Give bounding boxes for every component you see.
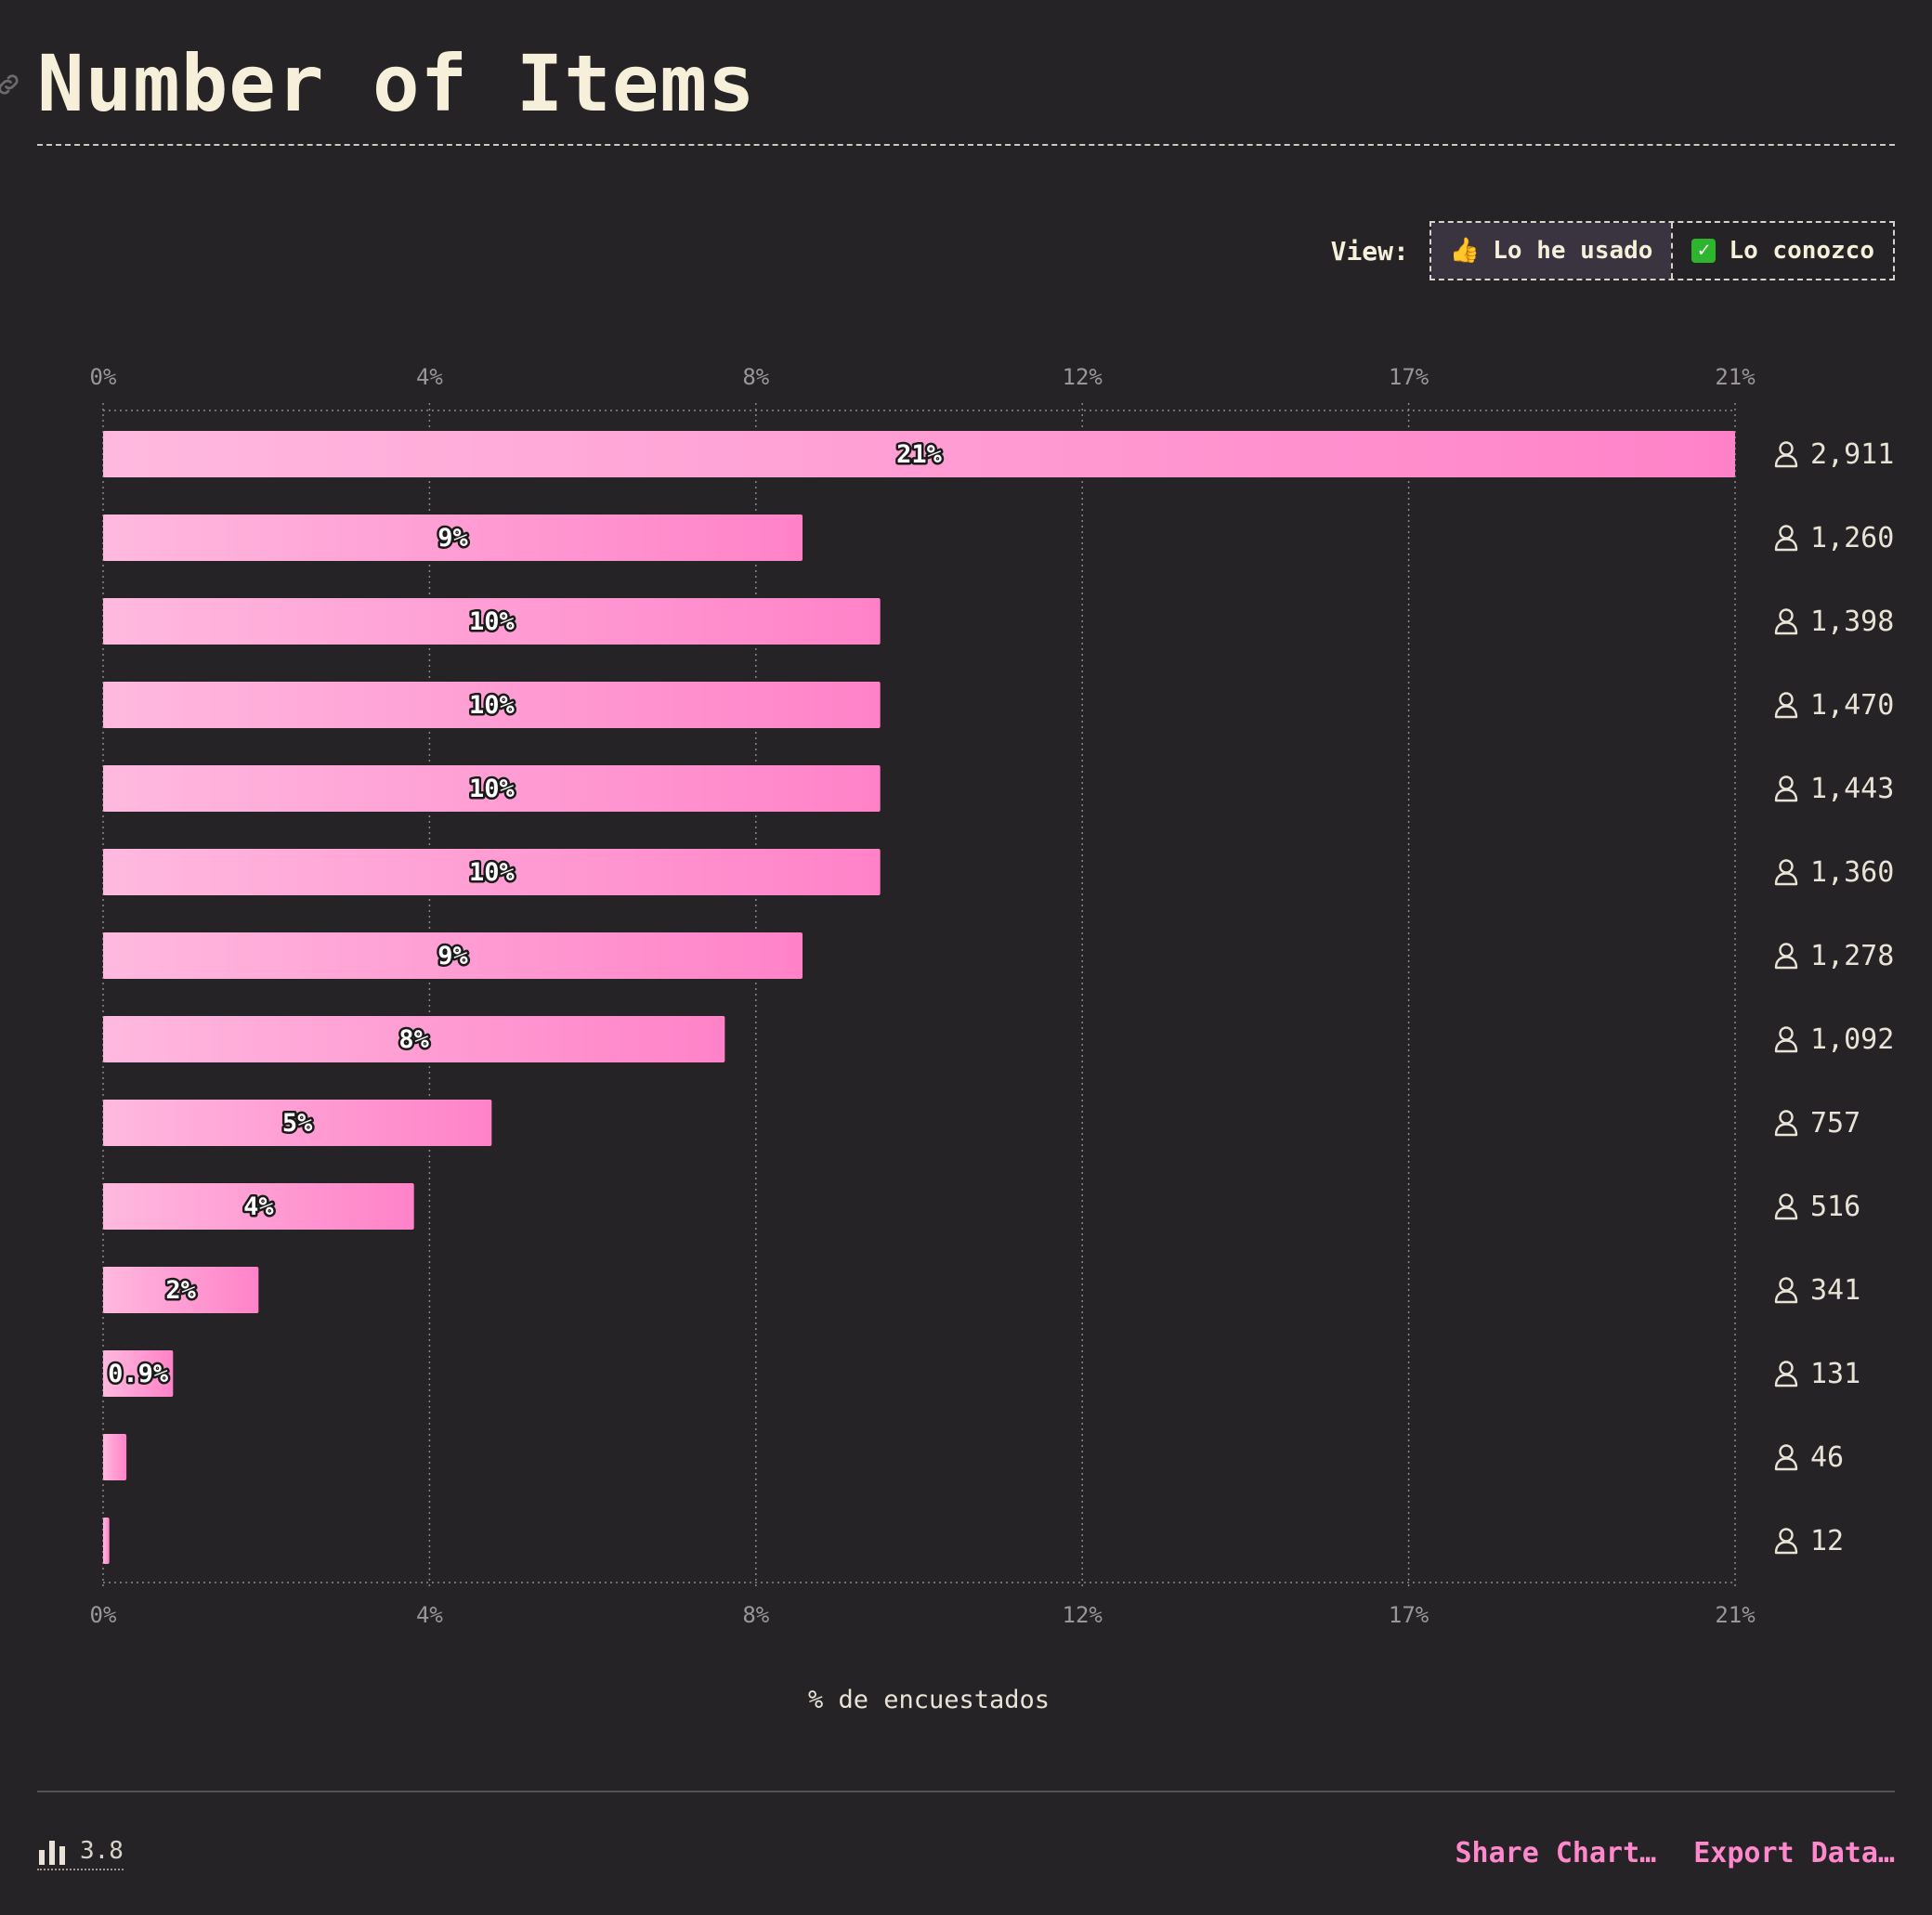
respondent-count: 2,911 <box>1810 438 1894 471</box>
bar[interactable] <box>103 431 1735 477</box>
bar-value-label: 0.9% <box>108 1360 169 1388</box>
x-tick-label-bottom: 21% <box>1715 1602 1756 1628</box>
x-tick-label-bottom: 8% <box>742 1602 769 1628</box>
respondent-count: 131 <box>1810 1358 1860 1390</box>
bar[interactable] <box>103 765 881 812</box>
version-link[interactable]: 3.8 <box>37 1837 124 1870</box>
x-tick-label-top: 21% <box>1715 364 1756 390</box>
bar[interactable] <box>103 1350 174 1397</box>
person-icon <box>1774 692 1798 719</box>
person-icon <box>1774 1110 1798 1137</box>
view-option-used[interactable]: 👍 Lo he usado <box>1430 223 1672 279</box>
person-icon <box>1774 441 1798 468</box>
bar[interactable] <box>103 1518 110 1564</box>
x-tick-label-bottom: 0% <box>90 1602 117 1628</box>
bar-value-label: 9% <box>437 942 468 971</box>
view-option-known[interactable]: ✓ Lo conozco <box>1671 223 1893 279</box>
export-data-link[interactable]: Export Data… <box>1693 1837 1895 1869</box>
person-icon <box>1774 1361 1798 1387</box>
x-axis-label: % de encuestados <box>808 1686 1050 1714</box>
person-icon <box>1774 1444 1798 1471</box>
bar[interactable] <box>103 1183 414 1230</box>
respondent-count: 46 <box>1810 1441 1844 1474</box>
respondent-count: 1,398 <box>1810 606 1894 638</box>
bar-value-label: 9% <box>437 524 468 553</box>
respondent-count: 341 <box>1810 1274 1860 1307</box>
view-option-used-label: Lo he usado <box>1493 237 1653 265</box>
bar[interactable] <box>103 1434 127 1480</box>
x-tick-label-top: 17% <box>1389 364 1429 390</box>
respondent-count: 1,278 <box>1810 940 1894 972</box>
bar-value-label: 10% <box>469 858 516 887</box>
respondent-count: 1,360 <box>1810 856 1894 889</box>
bar[interactable] <box>103 682 881 728</box>
check-box-icon: ✓ <box>1691 239 1717 263</box>
bar[interactable] <box>103 932 803 979</box>
person-icon <box>1774 525 1798 552</box>
respondent-count: 12 <box>1810 1525 1844 1557</box>
bar[interactable] <box>103 1100 492 1146</box>
view-switcher: View: 👍 Lo he usado ✓ Lo conozco <box>1331 221 1895 280</box>
bar[interactable] <box>103 598 881 645</box>
bar-value-label: 2% <box>165 1276 196 1305</box>
person-icon <box>1774 943 1798 970</box>
bar[interactable] <box>103 515 803 561</box>
person-icon <box>1774 1193 1798 1220</box>
respondent-count: 757 <box>1810 1107 1860 1140</box>
bar-value-label: 21% <box>896 440 943 469</box>
view-option-known-label: Lo conozco <box>1729 237 1874 265</box>
bar-chart: 0% 0% 4% 4% 8% 8% 12% 12% 17% 17% 21% 21% 21% 2,911 9… <box>90 364 1895 1714</box>
bar-value-label: 5% <box>282 1109 313 1138</box>
share-chart-link[interactable]: Share Chart… <box>1455 1837 1657 1869</box>
bar-chart-icon <box>39 1841 65 1865</box>
respondent-count: 516 <box>1810 1191 1860 1223</box>
bar-value-label: 10% <box>469 607 516 636</box>
view-label: View: <box>1330 235 1409 267</box>
person-icon <box>1774 1277 1798 1304</box>
bar[interactable] <box>103 1267 259 1313</box>
x-tick-label-bottom: 12% <box>1063 1602 1103 1628</box>
x-tick-label-top: 12% <box>1063 364 1103 390</box>
respondent-count: 1,443 <box>1810 773 1894 805</box>
respondent-count: 1,260 <box>1810 522 1894 554</box>
x-tick-label-bottom: 17% <box>1389 1602 1429 1628</box>
page-title: Number of Items <box>37 38 756 129</box>
person-icon <box>1774 1026 1798 1053</box>
respondent-count: 1,092 <box>1810 1023 1894 1056</box>
bar-value-label: 8% <box>398 1025 429 1054</box>
person-icon <box>1774 1528 1798 1555</box>
x-tick-label-top: 4% <box>416 364 443 390</box>
x-tick-label-bottom: 4% <box>416 1602 443 1628</box>
view-segmented-control: 👍 Lo he usado ✓ Lo conozco <box>1429 221 1895 280</box>
bar[interactable] <box>103 849 881 895</box>
person-icon <box>1774 608 1798 635</box>
x-tick-label-top: 8% <box>742 364 769 390</box>
respondent-count: 1,470 <box>1810 689 1894 722</box>
bar-value-label: 10% <box>469 691 516 720</box>
bar-value-label: 10% <box>469 775 516 803</box>
version-number: 3.8 <box>80 1837 124 1865</box>
footer-divider <box>37 1791 1895 1792</box>
thumbs-up-icon: 👍 <box>1449 237 1481 265</box>
bar-value-label: 4% <box>243 1192 274 1221</box>
title-divider <box>37 144 1895 146</box>
link-icon[interactable] <box>0 71 22 98</box>
person-icon <box>1774 775 1798 802</box>
person-icon <box>1774 859 1798 886</box>
bar[interactable] <box>103 1016 725 1062</box>
x-tick-label-top: 0% <box>90 364 117 390</box>
